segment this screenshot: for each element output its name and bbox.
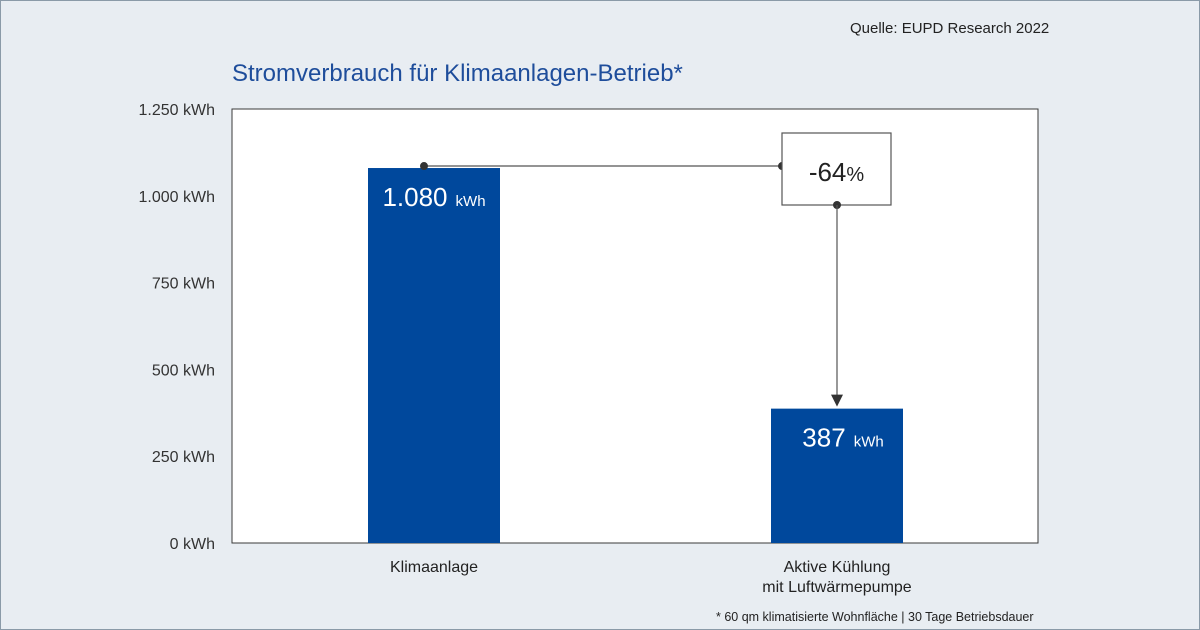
y-tick-label: 500 kWh xyxy=(152,362,215,379)
arrow-head xyxy=(831,394,843,407)
y-tick-label: 1.250 kWh xyxy=(139,102,215,119)
source-label: Quelle: EUPD Research 2022 xyxy=(850,20,1050,37)
x-category-label: Klimaanlage xyxy=(390,559,478,576)
bar xyxy=(771,408,903,543)
bar-value-label: 1.080 kWh xyxy=(382,182,485,212)
chart-title: Stromverbrauch für Klimaanlagen-Betrieb* xyxy=(232,60,683,87)
percent-change-label: -64% xyxy=(809,157,865,187)
bar-value-label: 387 kWh xyxy=(802,423,883,453)
footnote: * 60 qm klimatisierte Wohnfläche | 30 Ta… xyxy=(716,610,1034,624)
x-category-label: mit Luftwärmepumpe xyxy=(762,579,911,596)
y-tick-label: 750 kWh xyxy=(152,276,215,293)
y-tick-label: 250 kWh xyxy=(152,449,215,466)
percent-change-box xyxy=(781,132,892,206)
x-category-label: Aktive Kühlung xyxy=(784,559,891,576)
plot-area xyxy=(231,108,1039,544)
connector-dot xyxy=(420,162,428,171)
y-tick-label: 0 kWh xyxy=(170,536,215,553)
y-tick-label: 1.000 kWh xyxy=(139,189,215,206)
bar xyxy=(368,168,500,544)
